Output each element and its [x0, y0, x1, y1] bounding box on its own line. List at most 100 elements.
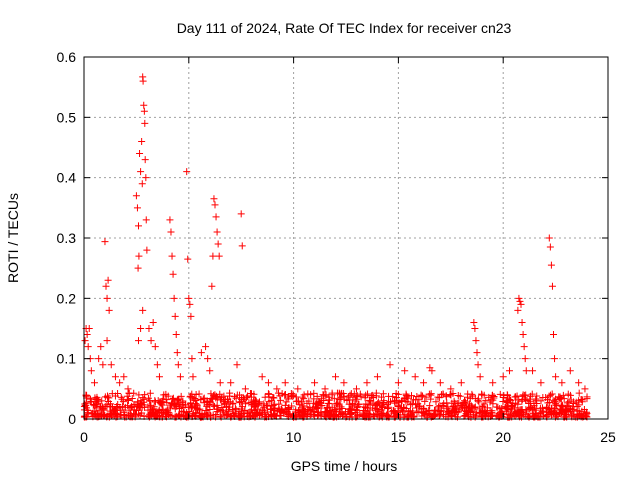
x-axis-label: GPS time / hours	[291, 458, 398, 474]
data-point	[522, 367, 530, 375]
data-point	[519, 391, 527, 399]
data-point	[87, 397, 95, 405]
data-point	[440, 411, 448, 419]
data-point	[111, 373, 119, 381]
data-point	[482, 410, 490, 418]
data-point	[476, 409, 484, 417]
data-point	[353, 395, 361, 403]
data-point	[518, 318, 526, 326]
data-point	[313, 411, 321, 419]
data-point	[119, 398, 127, 406]
data-point	[307, 391, 315, 399]
data-point	[146, 389, 154, 397]
data-point	[436, 408, 444, 416]
data-point	[532, 406, 540, 414]
x-tick-label: 5	[185, 429, 193, 445]
data-point	[527, 404, 535, 412]
data-point	[216, 412, 224, 420]
data-point	[508, 402, 516, 410]
data-point	[83, 331, 91, 339]
data-point	[130, 389, 138, 397]
data-point	[289, 390, 297, 398]
data-point	[505, 367, 513, 375]
data-point	[446, 390, 454, 398]
axis-ticks	[83, 56, 609, 420]
data-point	[281, 391, 289, 399]
y-tick-label: 0.3	[57, 230, 77, 246]
data-point	[167, 228, 175, 236]
data-point	[573, 402, 581, 410]
data-point	[154, 397, 162, 405]
data-point	[336, 390, 344, 398]
data-point	[572, 398, 580, 406]
data-point	[420, 379, 428, 387]
data-point	[227, 379, 235, 387]
data-point	[183, 168, 191, 176]
data-point	[136, 150, 144, 158]
data-point	[355, 400, 363, 408]
data-point	[512, 393, 520, 401]
data-point	[124, 385, 132, 393]
data-point	[261, 393, 269, 401]
data-point	[150, 403, 158, 411]
data-point	[137, 168, 145, 176]
data-point	[222, 410, 230, 418]
data-point	[333, 401, 341, 409]
data-point	[377, 402, 385, 410]
data-points	[80, 73, 591, 421]
data-point	[231, 409, 239, 417]
data-point	[343, 396, 351, 404]
data-point	[468, 404, 476, 412]
data-point	[566, 405, 574, 413]
data-point	[185, 294, 193, 302]
data-point	[557, 405, 565, 413]
data-point	[421, 397, 429, 405]
data-point	[443, 399, 451, 407]
x-tick-label: 15	[391, 429, 407, 445]
data-point	[214, 240, 222, 248]
data-point	[332, 400, 340, 408]
data-point	[138, 137, 146, 145]
data-point	[471, 404, 479, 412]
data-point	[226, 403, 234, 411]
data-point	[135, 410, 143, 418]
data-point	[321, 412, 329, 420]
data-point	[164, 408, 172, 416]
data-point	[347, 390, 355, 398]
data-point	[134, 222, 142, 230]
data-point	[212, 213, 220, 221]
data-point	[559, 401, 567, 409]
data-point	[470, 318, 478, 326]
data-point	[160, 391, 168, 399]
data-point	[159, 395, 167, 403]
data-point	[393, 411, 401, 419]
data-point	[147, 401, 155, 409]
data-point	[466, 395, 474, 403]
data-point	[494, 403, 502, 411]
data-point	[98, 412, 106, 420]
data-point	[149, 318, 157, 326]
data-point	[292, 393, 300, 401]
data-point	[93, 393, 101, 401]
data-point	[517, 300, 525, 308]
data-point	[264, 379, 272, 387]
data-point	[488, 409, 496, 417]
data-point	[489, 379, 497, 387]
data-point	[515, 396, 523, 404]
data-point	[520, 343, 528, 351]
y-tick-label: 0.5	[57, 109, 77, 125]
data-point	[169, 270, 177, 278]
data-point	[85, 325, 93, 332]
data-point	[187, 403, 195, 411]
data-point	[260, 400, 268, 408]
data-point	[547, 261, 555, 269]
data-point	[434, 393, 442, 401]
data-point	[472, 337, 480, 345]
data-point	[194, 406, 202, 414]
data-point	[337, 403, 345, 411]
data-point	[526, 403, 534, 411]
data-point	[233, 391, 241, 399]
data-point	[190, 412, 198, 420]
data-point	[124, 412, 132, 420]
